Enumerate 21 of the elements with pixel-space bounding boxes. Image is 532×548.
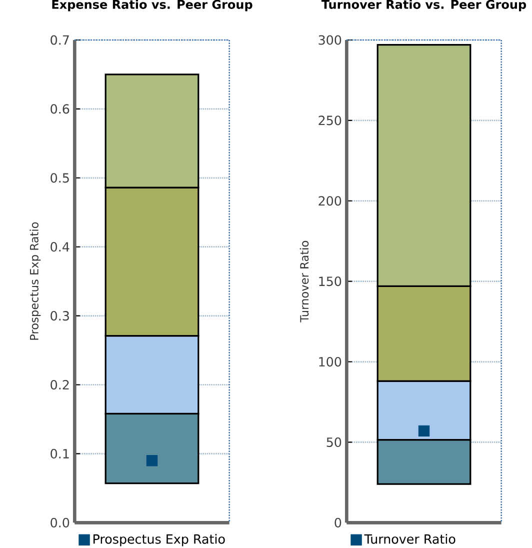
legend-label: Prospectus Exp Ratio — [94, 534, 225, 546]
y-axis-title: Prospectus Exp Ratio — [30, 222, 41, 340]
y-tick-label: 0.5 — [50, 173, 69, 183]
y-tick-label: 0.6 — [50, 104, 70, 114]
chart-title: Expense Ratio vs. Peer Group — [52, 0, 252, 12]
y-tick-label: 0.1 — [50, 448, 69, 459]
y-tick-label: 300 — [318, 35, 342, 45]
y-tick-label: 250 — [318, 116, 342, 126]
y-tick-label: 200 — [318, 196, 342, 206]
y-tick-label: 100 — [319, 356, 342, 367]
y-tick-label: 0.2 — [50, 380, 69, 390]
y-tick-label: 50 — [326, 437, 342, 448]
y-tick-label: 0.0 — [50, 518, 70, 528]
legend-label: Turnover Ratio — [364, 534, 456, 544]
y-axis-title: Turnover Ratio — [300, 240, 309, 322]
y-tick-label: 0.7 — [50, 35, 69, 45]
y-tick-label: 0.3 — [50, 311, 69, 321]
y-tick-label: 0.4 — [50, 242, 70, 252]
y-tick-label: 150 — [319, 276, 342, 286]
chart-title: Turnover Ratio vs. Peer Group — [321, 0, 526, 12]
y-tick-label: 0 — [334, 518, 342, 528]
